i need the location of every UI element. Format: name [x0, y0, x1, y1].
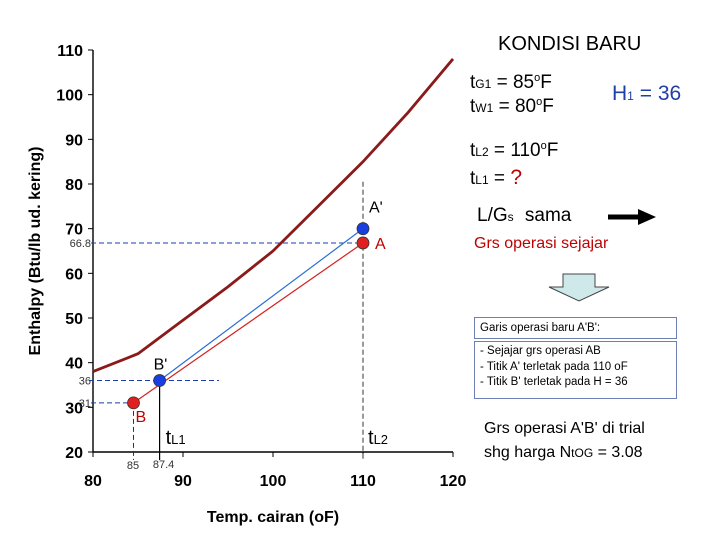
- series-line-1: [133, 242, 364, 404]
- y-tick-label-30: 30: [65, 400, 83, 417]
- series-group: [92, 58, 455, 404]
- conclusion-line-1: Grs operasi A'B' di trial: [484, 420, 645, 437]
- x-mark-label-85: 85: [127, 460, 139, 472]
- x-axis-title: Temp. cairan (oF): [207, 509, 339, 526]
- point-A-prime: [356, 222, 370, 236]
- x-tick-label-90: 90: [174, 473, 192, 490]
- y-tick-label-20: 20: [65, 445, 83, 462]
- tL2-sub: L2: [374, 432, 388, 447]
- tL2-line: tL2 = 110oF: [470, 140, 559, 161]
- tG1-line: tG1 = 85oF: [470, 72, 552, 93]
- guide-lines: [89, 181, 364, 460]
- x-tick-label-100: 100: [260, 473, 287, 490]
- parallel-note: Grs operasi sejajar: [474, 235, 609, 252]
- label-A: A: [375, 236, 386, 253]
- y-tick-label-110: 110: [57, 43, 83, 60]
- label-B: B: [136, 409, 147, 426]
- chart-labels: Temp. cairan (oF) Enthalpy (Btu/lb ud. ke…: [27, 147, 388, 526]
- axis-ticks: 20 30 40 50 60 70 80 90 100 110 80 90 100 110 120: [56, 43, 466, 490]
- down-arrow-icon: [548, 273, 610, 302]
- points-group: [127, 222, 370, 410]
- info-line-2: - Titik A' terletak pada 110 oF: [480, 360, 628, 373]
- info-box-title: Garis operasi baru A'B':: [474, 317, 677, 339]
- y-axis-title: Enthalpy (Btu/lb ud. kering): [27, 147, 44, 356]
- y-mark-label-1: 36: [79, 376, 91, 388]
- conclusion-line-2: shg harga NtOG = 3.08: [484, 444, 643, 461]
- info-line-3: - Titik B' terletak pada H = 36: [480, 376, 628, 388]
- point-B-prime: [153, 374, 167, 387]
- tL1-sub: L1: [171, 432, 185, 447]
- tL2-label: tL2: [368, 427, 388, 449]
- tW1-line: tW1 = 80oF: [470, 96, 554, 117]
- label-B-prime: B': [154, 357, 168, 374]
- tL1-label: tL1: [166, 427, 186, 449]
- x-mark-label-87-4: 87.4: [153, 459, 174, 471]
- point-B: [127, 396, 140, 410]
- y-tick-label-70: 70: [65, 222, 83, 239]
- y-tick-label-80: 80: [65, 177, 83, 194]
- info-box: - Sejajar grs operasi AB - Titik A' terl…: [474, 341, 677, 399]
- y-tick-label-40: 40: [65, 356, 83, 373]
- x-tick-label-110: 110: [350, 473, 376, 490]
- label-A-prime: A': [369, 200, 383, 217]
- right-arrow-icon: [608, 209, 656, 225]
- info-line-1: - Sejajar grs operasi AB: [480, 345, 601, 357]
- ratio-line: L/Gs sama: [477, 205, 572, 226]
- y-tick-label-60: 60: [65, 266, 83, 283]
- series-line-0: [92, 58, 455, 373]
- x-tick-label-120: 120: [440, 473, 467, 490]
- tL1-line: tL1 = ?: [470, 166, 522, 189]
- x-tick-label-80: 80: [84, 473, 102, 490]
- y-tick-label-50: 50: [65, 311, 83, 328]
- y-mark-label-0: 66.8: [70, 238, 91, 250]
- page-title: KONDISI BARU: [498, 33, 642, 55]
- axes: [92, 50, 453, 453]
- y-mark-label-2: 31: [79, 398, 91, 410]
- y-tick-label-100: 100: [56, 88, 83, 105]
- series-line-2: [159, 228, 364, 382]
- H1-line: H1 = 36: [612, 82, 682, 105]
- point-A: [356, 236, 370, 250]
- y-tick-label-90: 90: [65, 132, 83, 149]
